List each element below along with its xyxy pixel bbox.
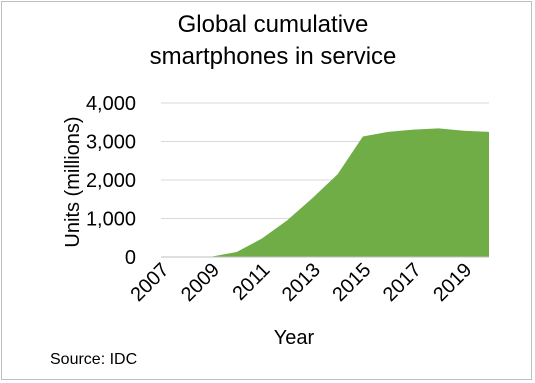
x-tick-label: 2011 <box>228 259 274 305</box>
chart-title-line-2: smartphones in service <box>150 43 397 70</box>
x-tick-label: 2009 <box>177 259 224 306</box>
y-tick-label: 1,000 <box>86 209 136 231</box>
source-note: Source: IDC <box>50 351 137 368</box>
x-tick-label: 2013 <box>278 259 325 306</box>
y-tick-label: 4,000 <box>86 93 136 115</box>
y-axis-label: Units (millions) <box>62 116 84 247</box>
x-tick-label: 2015 <box>328 259 375 306</box>
x-axis-ticks: 2007 2009 2011 2013 2015 2017 2019 <box>127 259 477 306</box>
chart-title-line-1: Global cumulative <box>178 11 369 38</box>
y-axis-ticks: 0 1,000 2,000 3,000 4,000 <box>86 93 136 269</box>
y-tick-label: 2,000 <box>86 170 136 192</box>
x-tick-label: 2017 <box>379 259 426 306</box>
x-tick-label: 2019 <box>429 259 476 306</box>
y-tick-label: 3,000 <box>86 132 136 154</box>
y-tick-label: 0 <box>125 247 136 269</box>
area-series <box>161 128 489 257</box>
x-axis-label: Year <box>274 327 315 349</box>
